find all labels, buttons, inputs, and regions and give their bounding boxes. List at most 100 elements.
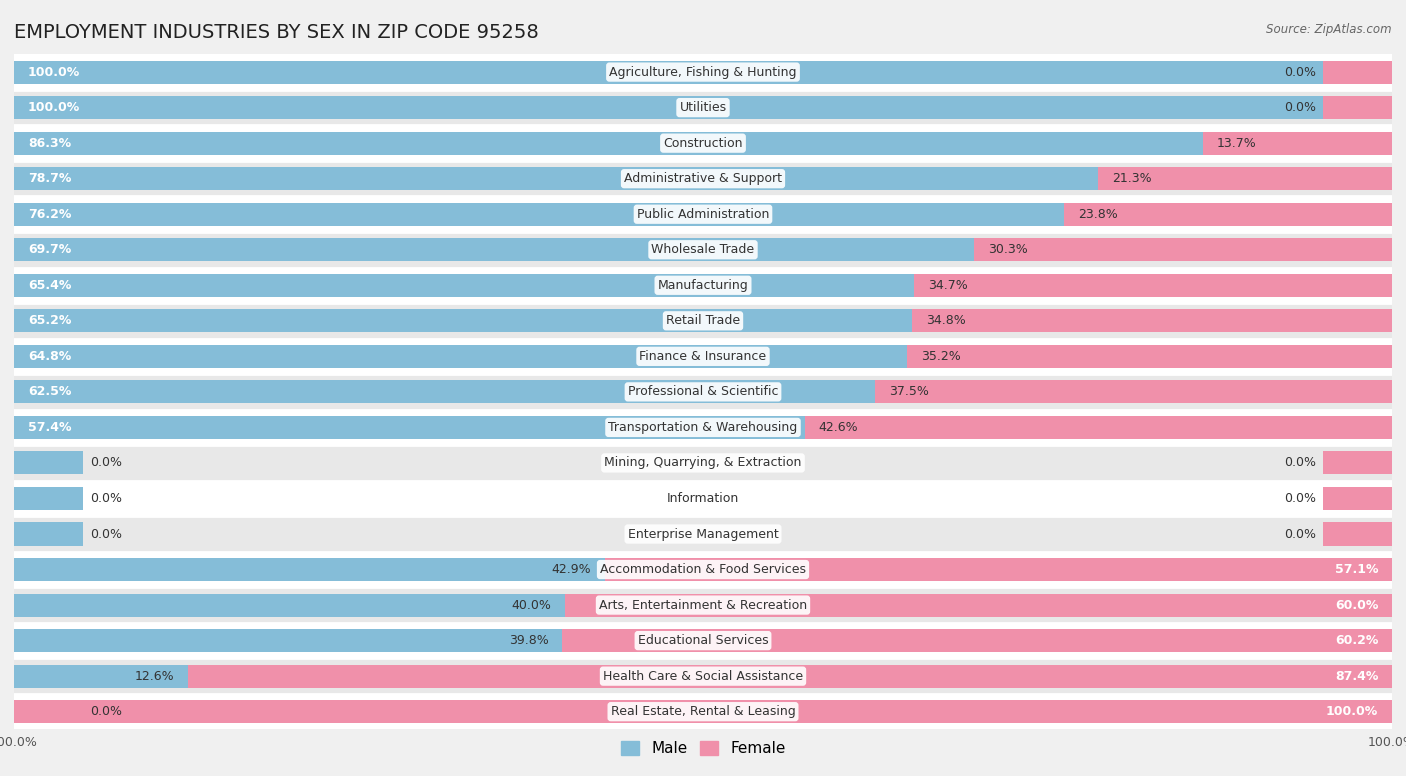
Bar [14,664,187,688]
Text: 0.0%: 0.0% [1284,456,1316,469]
Text: Information: Information [666,492,740,505]
Bar [14,629,562,652]
Text: 0.0%: 0.0% [90,456,122,469]
Bar [14,274,915,297]
Text: 0.0%: 0.0% [1284,101,1316,114]
Bar [14,416,806,439]
Bar [974,238,1392,262]
Bar [907,345,1392,368]
Text: Wholesale Trade: Wholesale Trade [651,243,755,256]
Text: 39.8%: 39.8% [509,634,548,647]
Text: 0.0%: 0.0% [90,705,122,718]
Bar [14,126,1392,161]
Text: Manufacturing: Manufacturing [658,279,748,292]
Text: 60.0%: 60.0% [1334,598,1378,611]
Bar [14,552,1392,587]
Text: 57.1%: 57.1% [1334,563,1378,576]
Bar [14,587,1392,623]
Bar [14,694,1392,729]
Bar [14,238,974,262]
Bar [1204,132,1392,154]
Text: Arts, Entertainment & Recreation: Arts, Entertainment & Recreation [599,598,807,611]
Bar [14,410,1392,445]
Bar [14,161,1392,196]
Legend: Male, Female: Male, Female [614,735,792,762]
Bar [14,700,1392,723]
Text: 37.5%: 37.5% [889,386,929,398]
Text: 0.0%: 0.0% [1284,528,1316,541]
Bar [14,623,1392,658]
Bar [1098,167,1392,190]
Bar [14,516,1392,552]
Bar [14,310,912,332]
Bar [14,522,83,546]
Text: Administrative & Support: Administrative & Support [624,172,782,185]
Bar [14,700,83,723]
Text: 65.2%: 65.2% [28,314,72,327]
Text: 34.8%: 34.8% [927,314,966,327]
Text: Real Estate, Rental & Leasing: Real Estate, Rental & Leasing [610,705,796,718]
Bar [187,664,1392,688]
Text: Transportation & Warehousing: Transportation & Warehousing [609,421,797,434]
Bar [14,338,1392,374]
Bar [1323,522,1392,546]
Bar [14,54,1392,90]
Text: 78.7%: 78.7% [28,172,72,185]
Text: 0.0%: 0.0% [1284,492,1316,505]
Text: 64.8%: 64.8% [28,350,72,363]
Bar [14,480,1392,516]
Bar [1323,452,1392,474]
Text: 57.4%: 57.4% [28,421,72,434]
Text: Educational Services: Educational Services [638,634,768,647]
Text: 69.7%: 69.7% [28,243,72,256]
Text: 35.2%: 35.2% [921,350,960,363]
Bar [1323,487,1392,510]
Bar [14,658,1392,694]
Text: 12.6%: 12.6% [134,670,174,683]
Text: 60.2%: 60.2% [1334,634,1378,647]
Bar [1323,96,1392,120]
Bar [1323,61,1392,84]
Text: 42.9%: 42.9% [551,563,592,576]
Bar [562,629,1392,652]
Text: Public Administration: Public Administration [637,208,769,220]
Bar [14,452,83,474]
Bar [14,96,1392,120]
Text: 62.5%: 62.5% [28,386,72,398]
Bar [14,558,605,581]
Text: 100.0%: 100.0% [1326,705,1378,718]
Bar [806,416,1392,439]
Text: Finance & Insurance: Finance & Insurance [640,350,766,363]
Text: 87.4%: 87.4% [1334,670,1378,683]
Bar [14,61,1392,84]
Text: Construction: Construction [664,137,742,150]
Text: 40.0%: 40.0% [512,598,551,611]
Text: Enterprise Management: Enterprise Management [627,528,779,541]
Text: 42.6%: 42.6% [818,421,859,434]
Bar [565,594,1392,617]
Text: 30.3%: 30.3% [988,243,1028,256]
Bar [605,558,1392,581]
Bar [14,232,1392,268]
Text: Agriculture, Fishing & Hunting: Agriculture, Fishing & Hunting [609,66,797,78]
Bar [14,203,1064,226]
Bar [14,374,1392,410]
Text: Source: ZipAtlas.com: Source: ZipAtlas.com [1267,23,1392,36]
Bar [14,196,1392,232]
Text: Utilities: Utilities [679,101,727,114]
Bar [14,594,565,617]
Text: 23.8%: 23.8% [1078,208,1118,220]
Bar [912,310,1392,332]
Text: 0.0%: 0.0% [90,528,122,541]
Text: 76.2%: 76.2% [28,208,72,220]
Bar [14,167,1098,190]
Bar [14,132,1204,154]
Bar [914,274,1392,297]
Text: Professional & Scientific: Professional & Scientific [627,386,779,398]
Bar [14,380,876,404]
Text: 86.3%: 86.3% [28,137,70,150]
Text: 34.7%: 34.7% [928,279,967,292]
Text: 13.7%: 13.7% [1218,137,1257,150]
Text: 0.0%: 0.0% [1284,66,1316,78]
Bar [14,445,1392,480]
